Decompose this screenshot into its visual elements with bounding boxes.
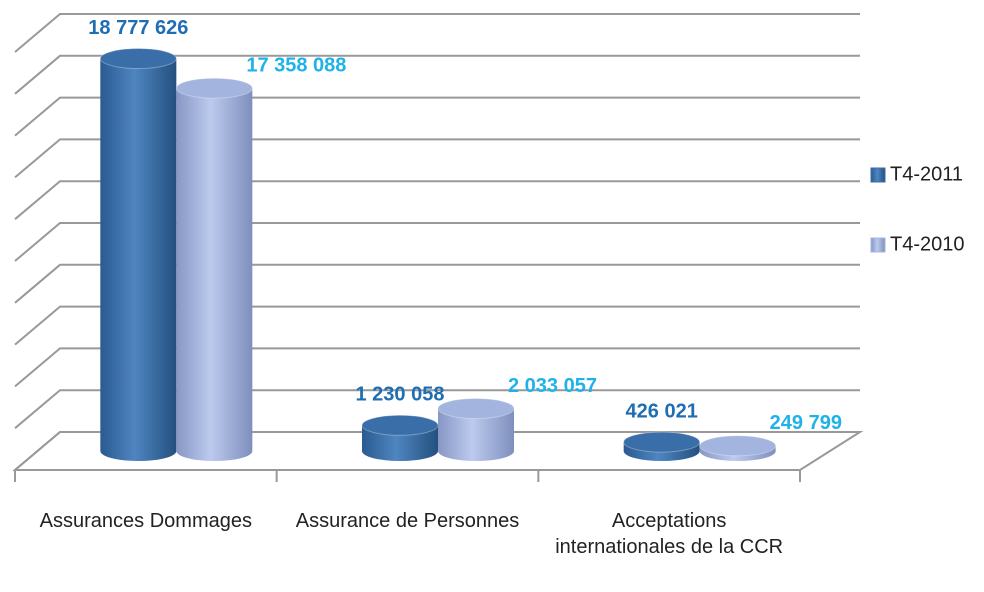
legend-swatch [870, 237, 886, 253]
x-tick-label: Assurance de Personnes [295, 510, 520, 532]
grid-line [14, 222, 860, 262]
bar-top [699, 435, 777, 457]
grid-line [14, 305, 860, 346]
bar [362, 425, 438, 461]
grid-line [14, 138, 860, 179]
value-label: 1 230 058 [356, 384, 445, 406]
bar-top [361, 414, 439, 436]
grid-line [14, 389, 860, 429]
grid-line [14, 96, 860, 137]
value-label: 2 033 057 [508, 375, 597, 397]
x-tick-label: Assurances Dommages [39, 510, 252, 532]
grid-line [14, 263, 860, 304]
grid-line [14, 347, 860, 388]
value-label: 249 799 [770, 412, 842, 434]
x-tick-label: Acceptations internationales de la CCR [555, 510, 784, 558]
value-label: 18 777 626 [88, 17, 188, 39]
legend-label: T4-2010 [890, 233, 965, 255]
legend-label: T4-2011 [890, 163, 963, 185]
legend-swatch [870, 167, 886, 183]
bar-top [437, 398, 515, 420]
value-label: 17 358 088 [246, 54, 346, 76]
value-label: 426 021 [626, 400, 698, 422]
bar [100, 58, 177, 461]
grid-line [14, 13, 860, 53]
grid-line [14, 180, 860, 220]
bar [176, 88, 253, 462]
grid-line [14, 431, 860, 471]
bar-top [175, 77, 253, 99]
bar-top [99, 48, 177, 70]
grid-line [14, 54, 860, 95]
bar-top [623, 431, 701, 453]
bar [438, 408, 514, 461]
